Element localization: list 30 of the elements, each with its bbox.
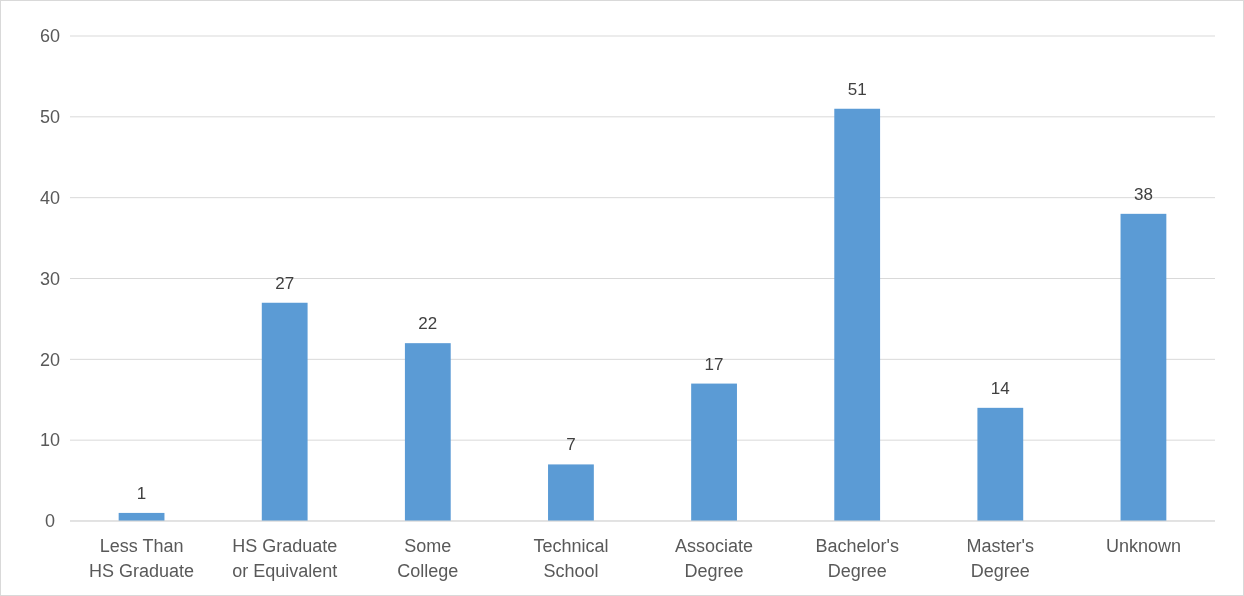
data-label: 22 (418, 314, 438, 334)
data-label: 7 (566, 435, 576, 455)
y-tick-label: 50 (39, 107, 61, 128)
y-tick-label: 60 (39, 26, 61, 47)
data-label: 27 (275, 273, 295, 293)
x-tick-label: Unknown (1105, 536, 1181, 556)
x-tick-label: Associate Degree (675, 536, 754, 581)
data-label: 38 (1133, 184, 1153, 204)
bar (404, 343, 451, 521)
y-tick-label: 30 (39, 268, 61, 289)
x-tick-label: HS Graduate or Equivalent (232, 536, 338, 581)
x-tick-label: Less Than HS Graduate (89, 536, 195, 581)
y-tick-label: 0 (44, 511, 56, 532)
x-tick-label: Master's Degree (966, 536, 1035, 581)
x-tick-label: Some College (397, 536, 459, 581)
y-tick-label: 40 (39, 187, 61, 208)
bar (977, 407, 1024, 521)
y-tick-label: 10 (39, 430, 61, 451)
data-label: 17 (704, 354, 724, 374)
data-label: 51 (847, 79, 867, 99)
data-label: 14 (990, 378, 1010, 398)
bar (691, 383, 737, 521)
bar (1120, 213, 1167, 521)
bar (261, 302, 308, 521)
bar (834, 108, 881, 521)
x-tick-label: Bachelor's Degree (815, 536, 899, 581)
x-tick-label: Technical School (533, 536, 609, 581)
y-tick-label: 20 (39, 349, 61, 370)
data-label: 1 (136, 483, 147, 503)
bar (548, 464, 594, 521)
